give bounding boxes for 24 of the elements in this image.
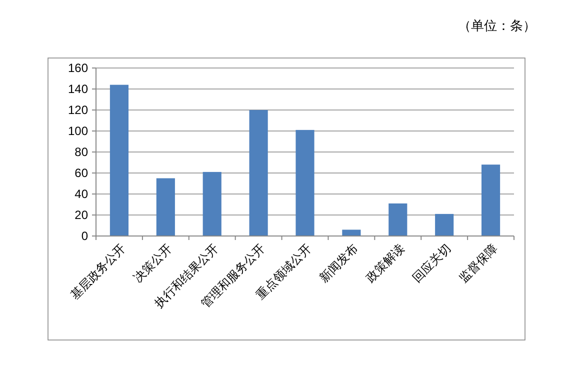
bar	[156, 178, 175, 236]
bar	[202, 172, 222, 236]
y-tick-label: 80	[74, 145, 88, 160]
bar	[388, 203, 408, 236]
y-tick-label: 40	[74, 187, 88, 202]
x-tick-label: 基层政务公开	[68, 241, 128, 302]
x-tick-label: 回应关切	[410, 241, 454, 286]
bar	[249, 110, 268, 236]
x-tick-label: 新闻发布	[316, 241, 361, 286]
x-tick-label: 监督保障	[456, 241, 500, 286]
text: （单位：条）	[458, 18, 536, 33]
bar	[481, 164, 500, 236]
bar	[110, 84, 129, 236]
y-tick-label: 100	[68, 124, 88, 138]
bar	[342, 230, 361, 236]
bar	[296, 130, 314, 236]
y-tick-label: 160	[68, 61, 88, 76]
y-tick-label: 60	[74, 166, 88, 180]
y-tick-label: 20	[74, 208, 88, 222]
bar	[435, 214, 454, 236]
x-tick-label: 政策解读	[363, 241, 407, 286]
y-tick-label: 120	[68, 103, 88, 118]
y-tick-label: 140	[68, 82, 88, 96]
y-tick-label: 0	[81, 229, 88, 244]
